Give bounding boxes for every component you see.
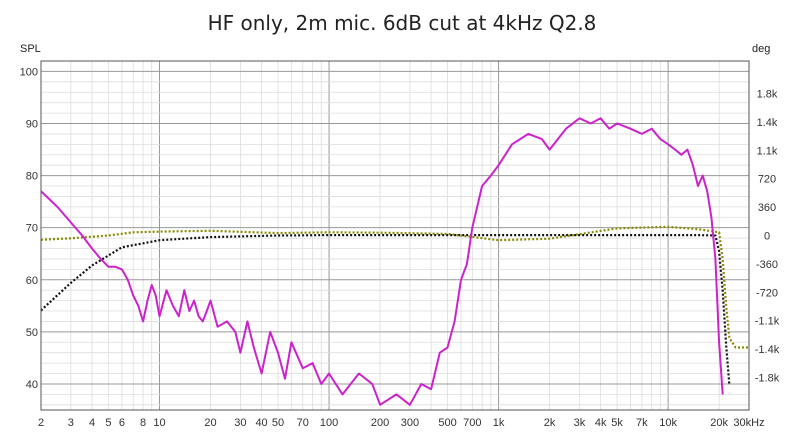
x-tick-label: 50: [272, 417, 284, 429]
left-y-tick-label: 60: [26, 275, 38, 287]
x-tick-label: 5k: [611, 417, 623, 429]
x-tick-label: 10: [153, 417, 165, 429]
right-y-tick-label: -360: [756, 259, 778, 271]
x-tick-label: 5: [105, 417, 111, 429]
x-tick-label: 6: [119, 417, 125, 429]
x-axis-ticks: 2 3 4 5 6 8 10 20 30 40 50 70 100 200 300 500 700 1k 2k 3k 4…: [38, 417, 765, 429]
x-tick-label: 100: [320, 417, 338, 429]
right-y-tick-label: -720: [756, 287, 778, 299]
right-y-tick-label: 360: [758, 202, 776, 214]
right-y-tick-label: 1.8k: [757, 89, 778, 101]
x-tick-label: 20: [204, 417, 216, 429]
right-y-tick-label: -1.4k: [755, 344, 780, 356]
x-tick-label: 500: [438, 417, 456, 429]
right-y-tick-label: 0: [764, 231, 770, 243]
right-y-tick-label: 1.4k: [757, 117, 778, 129]
x-tick-label: 30: [234, 417, 246, 429]
x-tick-label: 30kHz: [733, 417, 764, 429]
left-y-tick-label: 50: [26, 327, 38, 339]
series-layer: [41, 117, 749, 406]
x-tick-label: 10k: [659, 417, 677, 429]
spl-series-line: [41, 117, 724, 406]
right-y-tick-label: 1.1k: [757, 145, 778, 157]
phase-series-line: [41, 225, 749, 349]
left-axis-label: SPL: [20, 43, 41, 55]
x-tick-label: 200: [371, 417, 389, 429]
left-axis-ticks: 40 50 60 70 80 90 100: [20, 66, 38, 391]
right-y-tick-label: -1.8k: [755, 372, 780, 384]
x-tick-label: 4k: [595, 417, 607, 429]
x-tick-label: 4: [89, 417, 95, 429]
x-tick-label: 8: [140, 417, 146, 429]
x-tick-label: 300: [401, 417, 419, 429]
x-tick-label: 3k: [574, 417, 586, 429]
reference-series-line: [41, 234, 731, 386]
x-tick-label: 2: [38, 417, 44, 429]
x-tick-label: 1k: [493, 417, 505, 429]
plot-frame: [40, 60, 750, 411]
chart-title: HF only, 2m mic. 6dB cut at 4kHz Q2.8: [208, 11, 597, 35]
right-y-tick-label: 720: [758, 174, 776, 186]
left-y-tick-label: 90: [26, 119, 38, 131]
x-tick-label: 70: [297, 417, 309, 429]
x-tick-label: 700: [463, 417, 481, 429]
x-tick-label: 40: [255, 417, 267, 429]
x-tick-label: 3: [68, 417, 74, 429]
right-axis-label: deg: [752, 43, 770, 55]
x-tick-label: 20k: [710, 417, 728, 429]
left-y-tick-label: 100: [20, 66, 38, 78]
right-y-tick-label: -1.1k: [755, 316, 780, 328]
left-y-tick-label: 70: [26, 223, 38, 235]
right-axis-ticks: 1.8k 1.4k 1.1k 720 360 0 -360 -720 -1.1k -1.4k -1.…: [755, 89, 780, 385]
left-y-tick-label: 80: [26, 171, 38, 183]
left-y-tick-label: 40: [26, 379, 38, 391]
x-tick-label: 2k: [544, 417, 556, 429]
x-tick-label: 7k: [636, 417, 648, 429]
